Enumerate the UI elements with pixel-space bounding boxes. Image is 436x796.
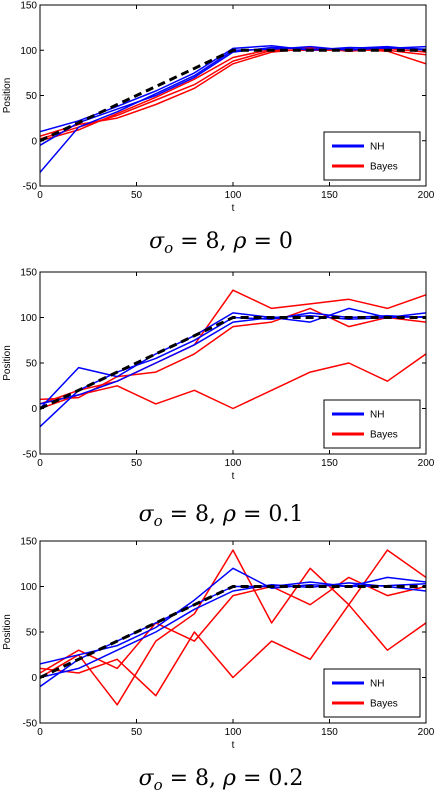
y-tick-label: 100 <box>20 46 37 57</box>
x-tick-label: 200 <box>418 727 435 738</box>
y-axis-label: Position <box>2 345 13 381</box>
x-tick-label: 100 <box>225 727 242 738</box>
reference-dashed-line <box>40 48 426 143</box>
plot-area <box>40 549 426 706</box>
x-tick-label: 150 <box>321 458 338 469</box>
y-tick-label: 0 <box>31 404 37 415</box>
chart-panel-3: 0 50 100 150 200-50050100150tPositionNHBayes… <box>2 537 435 795</box>
y-tick-label: 150 <box>20 268 37 279</box>
legend-label-nh: NH <box>370 410 384 421</box>
series-bayes-trace-2 <box>40 603 426 697</box>
x-tick-label: 0 <box>37 458 43 469</box>
y-tick-label: -50 <box>23 182 38 193</box>
y-tick-label: 50 <box>26 359 38 370</box>
y-tick-label: 100 <box>20 313 37 324</box>
x-tick-label: 50 <box>131 727 143 738</box>
chart-panel-2: 0 50 100 150 200-50050100150tPositionNHBayes… <box>2 268 435 531</box>
series-bayes-trace-3 <box>40 307 426 401</box>
panel-caption-1: σo = 8, ρ = 0 <box>149 229 293 257</box>
legend-label-nh: NH <box>370 679 384 690</box>
legend-box <box>323 668 421 718</box>
y-axis-label: Position <box>2 614 13 650</box>
x-tick-label: 0 <box>37 727 43 738</box>
legend-label-nh: NH <box>370 142 384 153</box>
x-tick-label: 0 <box>37 190 43 201</box>
legend: NH Bayes <box>323 668 421 718</box>
plot-area <box>40 44 426 173</box>
y-tick-label: 0 <box>31 136 37 147</box>
series-nh-trace-2 <box>40 307 426 410</box>
y-tick-label: 100 <box>20 582 37 593</box>
reference-dashed-line <box>40 585 426 679</box>
legend-box <box>323 399 421 449</box>
reference-dashed-line <box>40 316 426 410</box>
x-tick-label: 50 <box>131 458 143 469</box>
y-tick-label: -50 <box>23 719 38 730</box>
x-tick-label: 200 <box>418 190 435 201</box>
plot-area <box>40 289 426 428</box>
legend: NH Bayes <box>323 131 421 181</box>
x-tick-label: 100 <box>225 458 242 469</box>
x-tick-label: 50 <box>131 190 143 201</box>
legend-label-bayes: Bayes <box>370 430 398 441</box>
panel-caption-2: σo = 8, ρ = 0.1 <box>139 502 304 530</box>
y-tick-label: -50 <box>23 450 38 461</box>
y-tick-label: 150 <box>20 1 37 12</box>
series-bayes-trace-2 <box>40 353 426 410</box>
x-tick-label: 150 <box>321 727 338 738</box>
y-tick-label: 50 <box>26 91 38 102</box>
y-tick-label: 50 <box>26 628 38 639</box>
series-nh-trace-3 <box>40 582 426 679</box>
legend-label-bayes: Bayes <box>370 162 398 173</box>
x-axis-label: t <box>232 471 235 482</box>
x-axis-label: t <box>232 203 235 214</box>
legend-label-bayes: Bayes <box>370 699 398 710</box>
y-tick-label: 0 <box>31 673 37 684</box>
y-tick-label: 150 <box>20 537 37 548</box>
chart-panel-1: 0 50 100 150 200-50050100150tPositionNHBayes… <box>2 1 435 258</box>
x-tick-label: 200 <box>418 458 435 469</box>
panel-caption-3: σo = 8, ρ = 0.2 <box>139 766 304 794</box>
y-axis-label: Position <box>2 78 13 114</box>
legend-box <box>323 131 421 181</box>
x-tick-label: 150 <box>321 190 338 201</box>
x-tick-label: 100 <box>225 190 242 201</box>
x-axis-label: t <box>232 740 235 751</box>
legend: NH Bayes <box>323 399 421 449</box>
